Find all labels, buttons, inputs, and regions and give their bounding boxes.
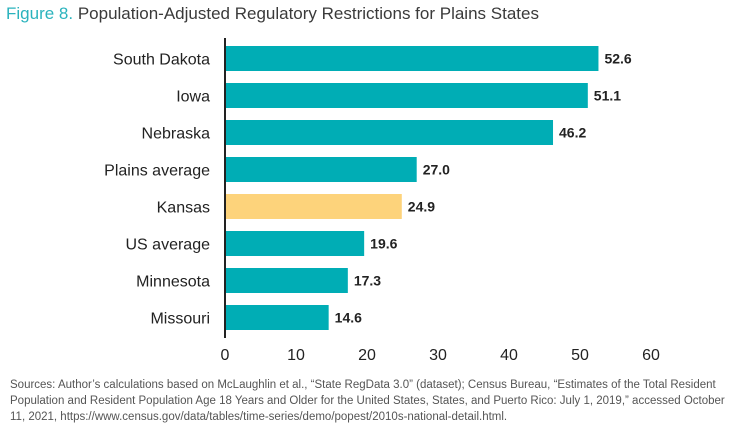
bar bbox=[225, 231, 365, 256]
bar bbox=[225, 120, 554, 145]
category-label: US average bbox=[126, 237, 211, 254]
x-tick-label: 10 bbox=[287, 347, 305, 364]
data-label: 24.9 bbox=[408, 199, 435, 215]
bar bbox=[225, 157, 417, 182]
bar bbox=[225, 83, 588, 108]
category-label: Kansas bbox=[157, 200, 210, 217]
data-label: 51.1 bbox=[594, 88, 621, 104]
data-label: 19.6 bbox=[370, 236, 397, 252]
data-label: 17.3 bbox=[354, 273, 381, 289]
category-label: South Dakota bbox=[113, 52, 210, 69]
source-note: Sources: Author’s calculations based on … bbox=[10, 379, 725, 423]
x-tick-label: 60 bbox=[642, 347, 660, 364]
data-label: 46.2 bbox=[559, 125, 586, 141]
x-tick-label: 0 bbox=[221, 347, 230, 364]
bar-chart: South Dakota 52.6 Iowa 51.1 Nebraska 46.2 Plai… bbox=[104, 38, 660, 364]
x-tick-label: 30 bbox=[429, 347, 447, 364]
title-text: Population-Adjusted Regulatory Restricti… bbox=[77, 4, 539, 23]
data-label: 27.0 bbox=[423, 162, 450, 178]
x-tick-label: 40 bbox=[500, 347, 518, 364]
category-label: Missouri bbox=[150, 311, 210, 328]
category-label: Iowa bbox=[176, 89, 210, 106]
bar bbox=[225, 194, 402, 219]
bar bbox=[225, 305, 329, 330]
category-label: Minnesota bbox=[136, 274, 210, 291]
category-label: Plains average bbox=[104, 163, 210, 180]
data-label: 52.6 bbox=[604, 51, 631, 67]
figure-label: Figure 8. bbox=[6, 4, 74, 23]
chart-title: Figure 8. Population-Adjusted Regulatory… bbox=[6, 4, 539, 24]
bar bbox=[225, 268, 348, 293]
bar bbox=[225, 46, 599, 71]
x-tick-label: 50 bbox=[571, 347, 589, 364]
category-label: Nebraska bbox=[142, 126, 211, 143]
data-label: 14.6 bbox=[335, 310, 362, 326]
x-tick-label: 20 bbox=[358, 347, 376, 364]
